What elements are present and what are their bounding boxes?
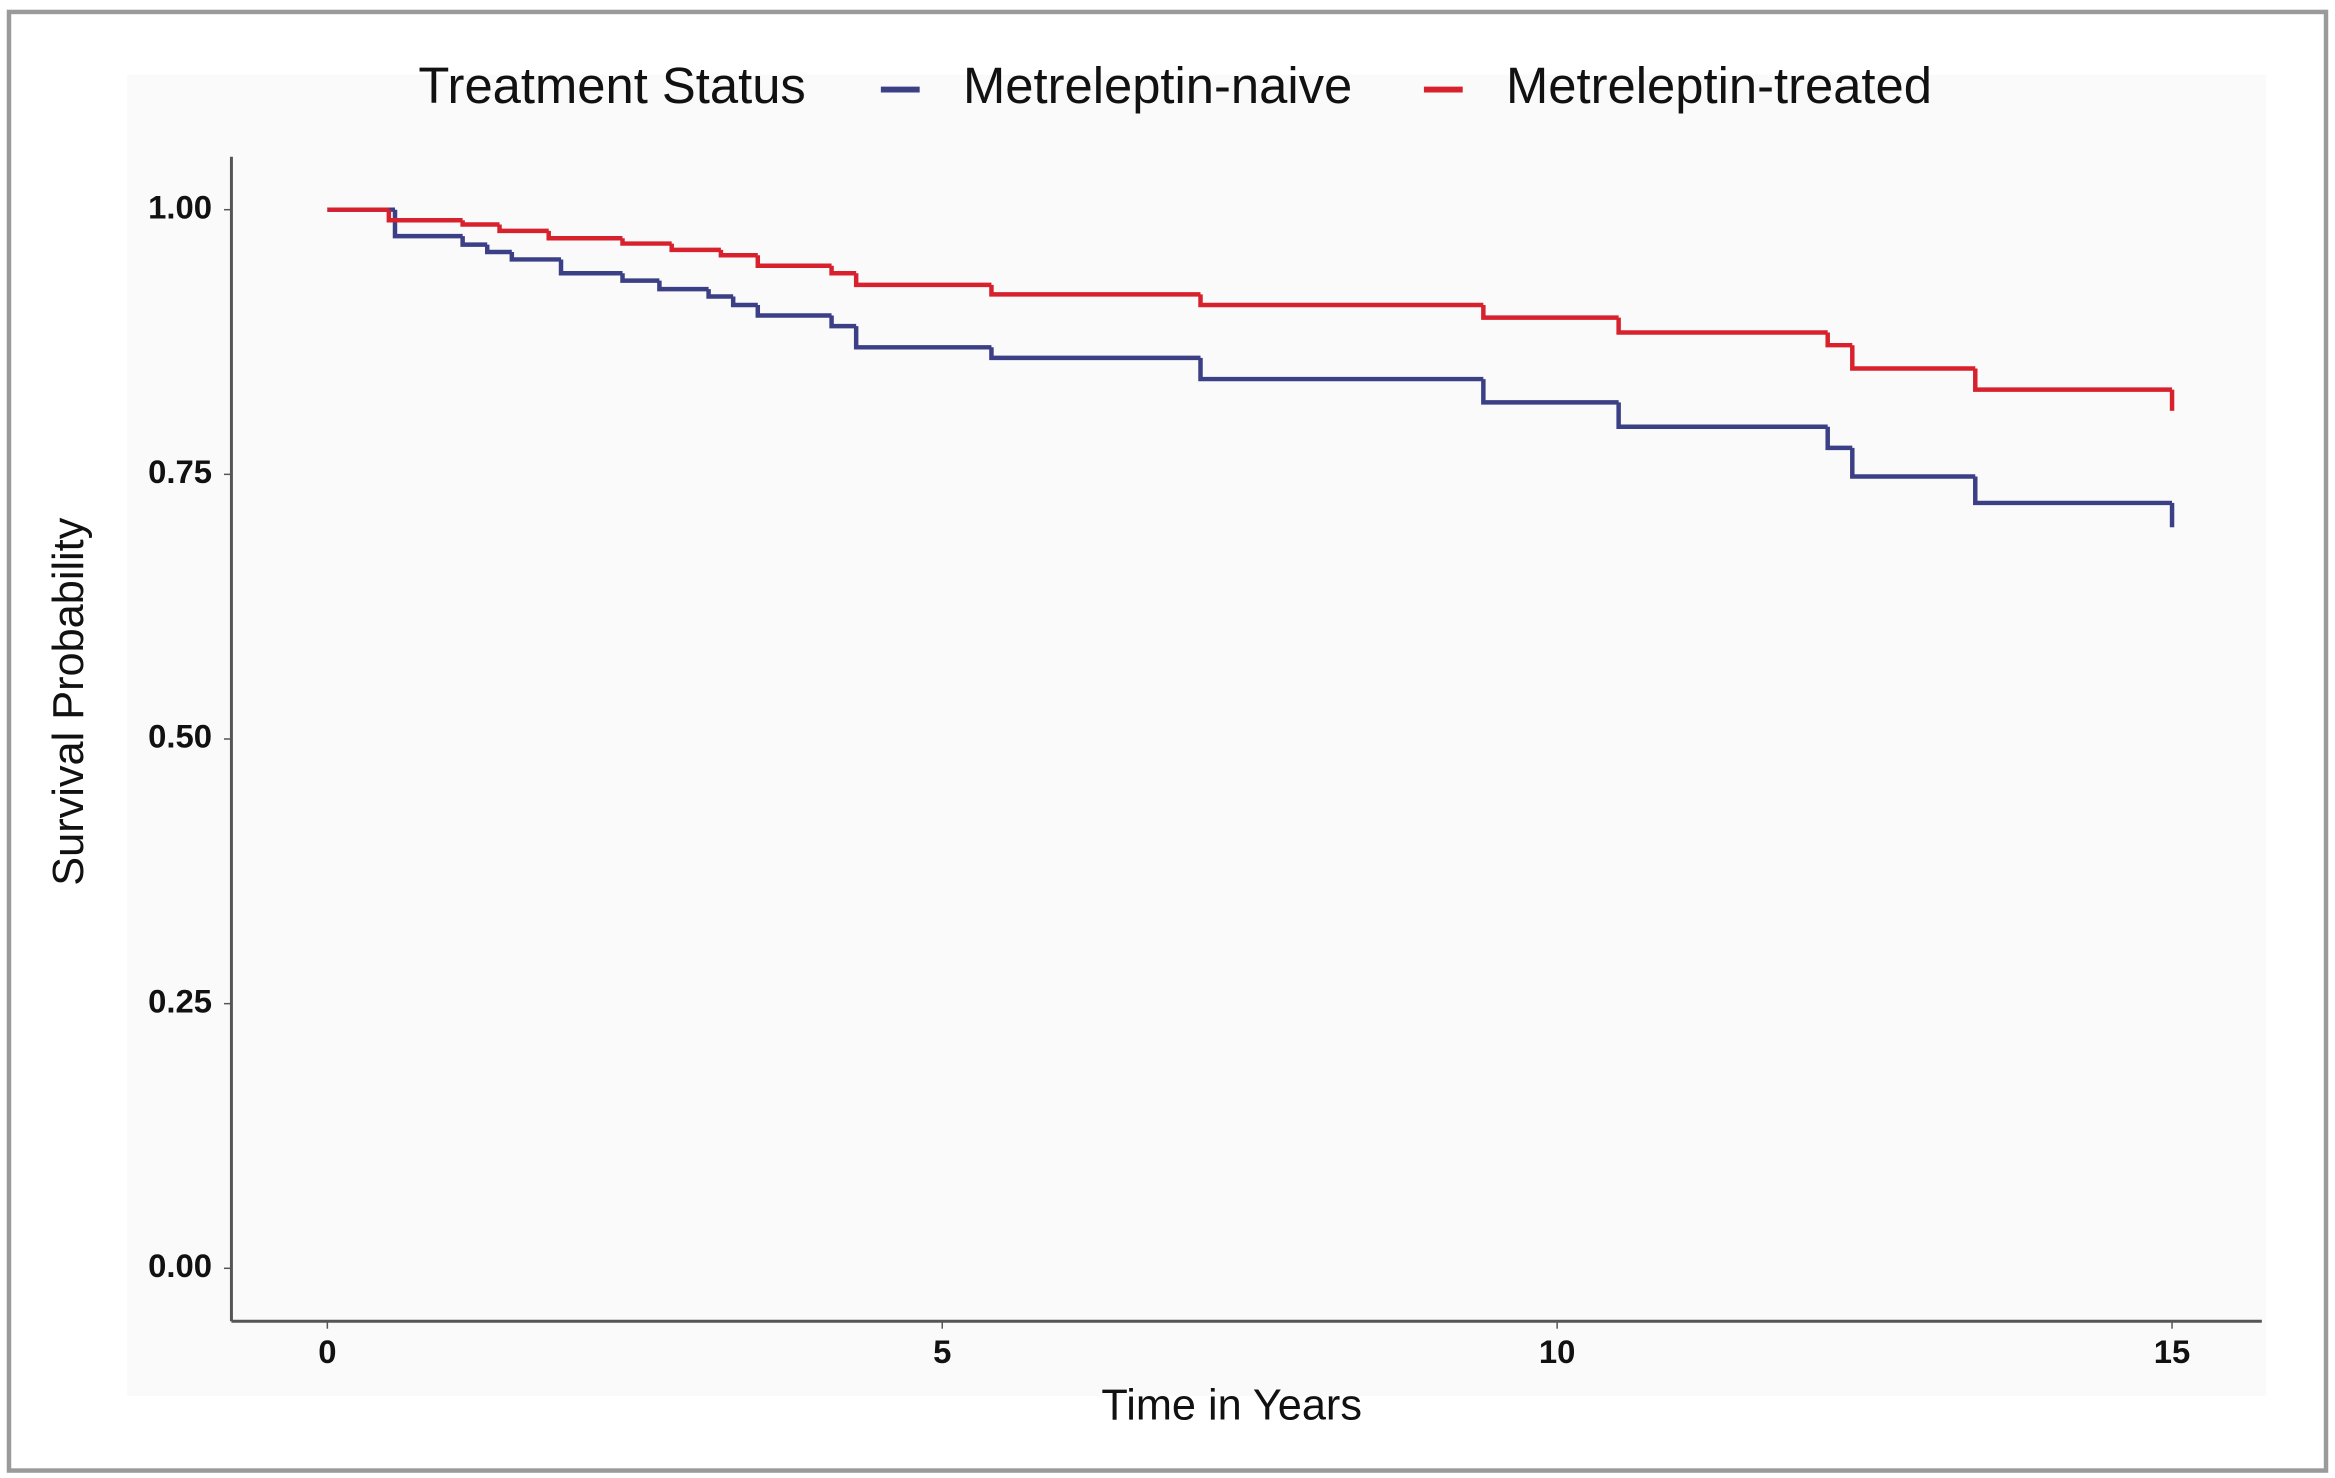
survival-step bbox=[1850, 447, 1976, 479]
survival-step bbox=[706, 289, 734, 299]
survival-step bbox=[1481, 379, 1619, 405]
y-tick-label: 0.50 bbox=[148, 718, 212, 755]
survival-step bbox=[460, 236, 488, 247]
x-tick-label: 15 bbox=[2154, 1333, 2191, 1370]
survival-step bbox=[755, 255, 832, 269]
survival-step bbox=[1825, 426, 1853, 451]
survival-step bbox=[484, 244, 512, 255]
survival-step bbox=[853, 273, 992, 288]
y-axis-label: Survival Probability bbox=[45, 517, 93, 885]
x-tick-label: 0 bbox=[318, 1333, 336, 1370]
survival-step bbox=[730, 296, 758, 308]
legend-label: Metreleptin-naive bbox=[963, 57, 1352, 114]
survival-step bbox=[829, 315, 857, 329]
x-tick-label: 10 bbox=[1539, 1333, 1576, 1370]
survival-step bbox=[546, 230, 623, 241]
survival-step bbox=[460, 220, 500, 227]
survival-step bbox=[669, 243, 721, 253]
survival-step bbox=[829, 265, 857, 276]
survival-step bbox=[497, 224, 549, 234]
legend-title: Treatment Status bbox=[418, 57, 805, 114]
survival-step bbox=[1850, 345, 1976, 371]
survival-step bbox=[1825, 332, 1853, 348]
survival-step bbox=[1198, 294, 1484, 308]
survival-step bbox=[386, 209, 463, 223]
survival-step bbox=[509, 252, 562, 262]
survival-step bbox=[1973, 368, 2173, 392]
survival-step bbox=[558, 259, 623, 276]
x-axis-label: Time in Years bbox=[1101, 1381, 1362, 1429]
survival-step bbox=[755, 304, 832, 318]
survival-step bbox=[989, 347, 1201, 361]
survival-step bbox=[989, 284, 1201, 297]
survival-step bbox=[718, 249, 758, 258]
survival-step bbox=[1481, 304, 1619, 320]
survival-step bbox=[1973, 476, 2173, 506]
y-tick-label: 0.75 bbox=[148, 453, 212, 490]
survival-step bbox=[657, 280, 709, 292]
survival-step bbox=[1616, 317, 1828, 335]
legend-label: Metreleptin-treated bbox=[1506, 57, 1932, 114]
survival-step bbox=[853, 326, 992, 350]
x-tick-label: 5 bbox=[933, 1333, 951, 1370]
y-tick-label: 1.00 bbox=[148, 188, 212, 225]
survival-step bbox=[620, 238, 672, 246]
survival-step bbox=[620, 273, 660, 283]
y-tick-label: 0.25 bbox=[148, 982, 212, 1019]
plot-background bbox=[126, 74, 2267, 1396]
survival-step bbox=[1198, 357, 1484, 382]
survival-step bbox=[1616, 402, 1828, 429]
y-tick-label: 0.00 bbox=[148, 1247, 212, 1284]
